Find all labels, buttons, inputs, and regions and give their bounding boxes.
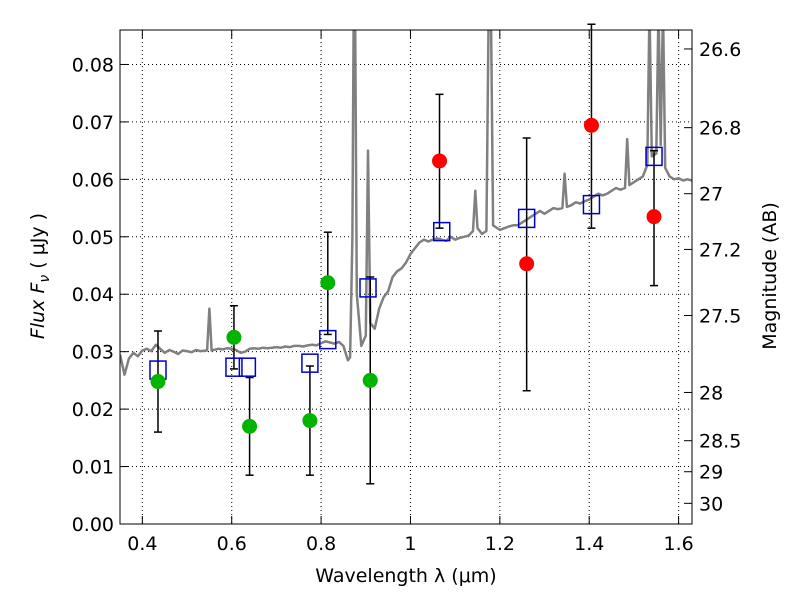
- y-tick-label: 0.08: [72, 54, 114, 76]
- model-photometry-square: [359, 278, 377, 298]
- x-axis-label: Wavelength λ (μm): [315, 565, 496, 587]
- mag-tick-label: 26.6: [699, 39, 741, 61]
- x-tick-label: 1.6: [663, 533, 693, 555]
- observed-point-red: [646, 209, 662, 225]
- right-axis-label: Magnitude (AB): [759, 202, 781, 350]
- y-axis-label-unit: ( μJy ): [27, 213, 49, 275]
- observed-point-red: [519, 256, 535, 272]
- grid-lines: [120, 30, 692, 525]
- y-tick-label: 0.04: [72, 284, 114, 306]
- x-tick-label: 1.4: [574, 533, 604, 555]
- observed-point-red: [432, 153, 448, 169]
- observed-point-green: [362, 372, 378, 388]
- mag-tick-label: 28.5: [699, 431, 741, 453]
- axis-ticks: 0.4 0.6 0.8 1 1.2 1.4 1.6 0.00 0.01 0.02 0.03 0.04 0…: [72, 30, 741, 555]
- y-tick-label: 0.01: [72, 457, 114, 479]
- x-tick-label: 0.4: [127, 533, 157, 555]
- mag-tick-label: 28: [699, 382, 723, 404]
- y-tick-label: 0.02: [72, 399, 114, 421]
- model-photometry-square: [301, 353, 319, 373]
- model-photometry-square: [225, 357, 243, 377]
- y-tick-label: 0.03: [72, 342, 114, 364]
- observed-point-green: [320, 275, 336, 291]
- observed-point-red: [583, 117, 599, 133]
- model-spectrum: [120, 30, 692, 376]
- model-spectrum-line: [120, 30, 692, 376]
- model-photometry-square: [319, 329, 337, 350]
- y-axis-label: Flux Fν ( μJy ): [27, 213, 53, 339]
- mag-tick-label: 27.5: [699, 305, 741, 327]
- x-tick-label: 0.8: [306, 533, 336, 555]
- y-axis-label-main: Flux F: [27, 282, 49, 340]
- y-tick-label: 0.05: [72, 227, 114, 249]
- x-tick-label: 1.2: [485, 533, 515, 555]
- data-markers: [149, 117, 663, 434]
- model-photometry-square: [433, 221, 451, 242]
- x-tick-label: 0.6: [217, 533, 247, 555]
- y-tick-label: 0.07: [72, 112, 114, 134]
- y-tick-label: 0.00: [72, 514, 114, 536]
- y-tick-label: 0.06: [72, 169, 114, 191]
- error-bars: [153, 23, 659, 485]
- model-photometry-square: [238, 357, 257, 377]
- x-tick-label: 1: [404, 533, 416, 555]
- observed-point-green: [226, 329, 242, 345]
- mag-tick-label: 27: [699, 184, 723, 206]
- model-photometry-square: [645, 146, 663, 167]
- observed-point-green: [150, 374, 166, 390]
- plot-frame: [119, 29, 693, 525]
- mag-tick-label: 30: [699, 493, 723, 515]
- y-axis-label-subscript: ν: [37, 275, 53, 283]
- model-photometry-square: [582, 194, 601, 215]
- mag-tick-label: 27.2: [699, 239, 741, 261]
- mag-tick-label: 26.8: [699, 118, 741, 140]
- mag-tick-label: 29: [699, 462, 723, 484]
- observed-point-green: [242, 418, 258, 434]
- observed-point-green: [302, 413, 318, 429]
- model-photometry-square: [517, 208, 536, 229]
